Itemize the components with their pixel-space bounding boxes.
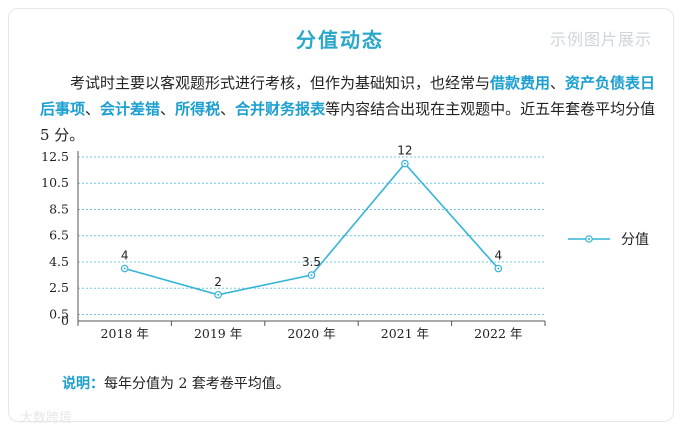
intro-text-2: 等内容结合出现在主观题中。近五年套卷平均分值 5 分。 [40,100,656,144]
x-tick-label: 2018 年 [101,326,149,341]
y-tick-label: 4.5 [49,254,69,269]
data-label: 4 [494,249,502,263]
watermark-text: 示例图片展示 [549,30,652,49]
x-tick-label: 2019 年 [194,326,242,341]
data-label: 2 [214,275,222,289]
page-title: 分值动态 [296,28,384,52]
y-tick-label: 6.5 [49,228,69,243]
data-label: 12 [397,144,412,158]
separator: 、 [220,100,236,118]
bottom-watermark: 大数跨境 [20,411,73,426]
data-point-dot [123,267,126,270]
separator: 、 [550,74,566,92]
y-tick-label: 8.5 [49,201,69,216]
y-tick-label: 0 [61,313,69,328]
data-label: 3.5 [302,255,321,269]
topic-borrowing-costs: 借款费用 [490,74,551,92]
topic-consolidated-statements: 合并财务报表 [235,100,326,118]
data-point-dot [403,162,406,165]
legend-marker-dot [588,238,590,240]
x-tick-label: 2021 年 [381,326,429,341]
note-label: 说明： [62,376,104,392]
intro-paragraph: 考试时主要以客观题形式进行考核，但作为基础知识，也经常与借款费用、资产负债表日后… [40,70,656,148]
legend-label: 分值 [621,232,649,248]
note: 说明：每年分值为 2 套考卷平均值。 [62,373,290,393]
y-tick-label: 2.5 [49,280,69,295]
data-label: 4 [121,249,129,263]
x-tick-label: 2022 年 [474,326,522,341]
y-tick-label: 10.5 [41,175,69,190]
separator: 、 [85,100,101,118]
y-tick-label: 12.5 [41,149,69,164]
data-point-dot [217,293,220,296]
data-point-dot [310,274,313,277]
y-tick-label: 0.5 [49,306,69,321]
topic-accounting-errors: 会计差错 [100,100,161,118]
card-frame [8,8,674,422]
note-text: 每年分值为 2 套考卷平均值。 [104,376,290,392]
separator: 、 [160,100,176,118]
data-point-dot [497,267,500,270]
x-tick-label: 2020 年 [287,326,335,341]
topic-post-balance-sheet-events: 资产负债表日后事项 [40,74,656,118]
intro-text-1: 考试时主要以客观题形式进行考核，但作为基础知识，也经常与 [70,74,491,92]
topic-income-tax: 所得税 [175,100,221,118]
